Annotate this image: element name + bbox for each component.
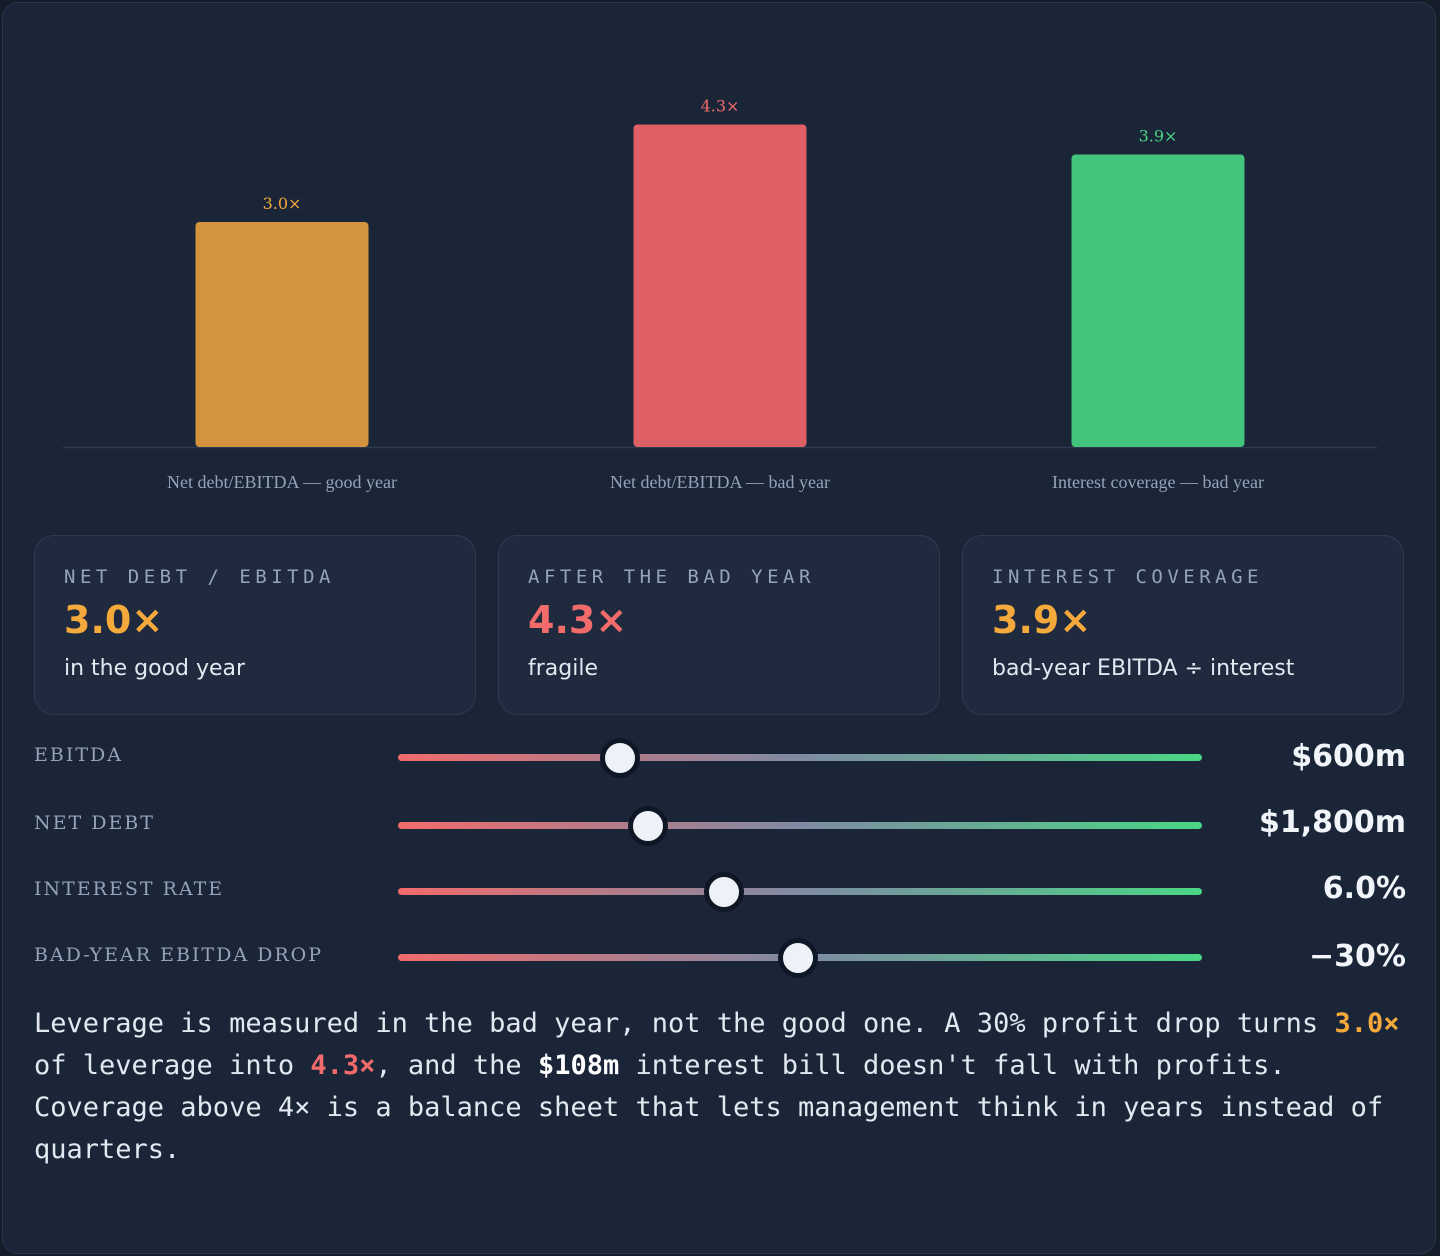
slider-value-interest-rate: 6.0% <box>1322 871 1406 906</box>
bar-value-label: 4.3× <box>701 97 740 116</box>
bar-2 <box>633 124 807 447</box>
note-text: of leverage into <box>34 1050 311 1081</box>
card-caption: NET DEBT / EBITDA <box>64 566 335 588</box>
card-caption: INTEREST COVERAGE <box>992 566 1263 588</box>
slider-handle-ebitda-drop[interactable] <box>778 937 819 978</box>
slider-value-ebitda: $600m <box>1291 739 1406 774</box>
slider-label-ebitda-drop: BAD-YEAR EBITDA DROP <box>34 944 323 966</box>
bar-value-label: 3.0× <box>263 194 302 213</box>
slider-track-interest-rate[interactable] <box>398 888 1202 895</box>
explanation-text: Leverage is measured in the bad year, no… <box>34 1003 1414 1171</box>
card-after-bad-year: AFTER THE BAD YEAR 4.3× fragile <box>498 535 940 715</box>
slider-track-ebitda[interactable] <box>398 754 1202 761</box>
bar-1 <box>195 222 369 447</box>
card-subtext: fragile <box>528 656 598 681</box>
card-subtext: in the good year <box>64 656 246 681</box>
slider-handle-interest-rate[interactable] <box>703 871 744 912</box>
category-label: Net debt/EBITDA — bad year <box>610 472 830 492</box>
slider-value-net-debt: $1,800m <box>1258 805 1406 840</box>
slider-handle-net-debt[interactable] <box>628 805 669 846</box>
card-interest-coverage: INTEREST COVERAGE 3.9× bad-year EBITDA ÷… <box>962 535 1404 715</box>
card-subtext: bad-year EBITDA ÷ interest <box>992 656 1295 681</box>
card-value: 4.3× <box>528 598 628 642</box>
note-text: , and the <box>375 1050 538 1081</box>
slider-label-net-debt: NET DEBT <box>34 812 155 834</box>
card-net-debt-ebitda: NET DEBT / EBITDA 3.0× in the good year <box>34 535 476 715</box>
note-good-leverage: 3.0× <box>1334 1008 1400 1039</box>
slider-label-ebitda: EBITDA <box>34 744 123 766</box>
card-value: 3.0× <box>64 598 164 642</box>
leverage-bar-chart: 3.0× Net debt/EBITDA — good year 4.3× Net d… <box>63 97 1377 492</box>
category-label: Net debt/EBITDA — good year <box>167 472 397 492</box>
slider-label-interest-rate: INTEREST RATE <box>34 878 225 900</box>
card-caption: AFTER THE BAD YEAR <box>528 566 815 588</box>
note-text: interest bill doesn't fall with profits.… <box>34 1050 1384 1165</box>
category-label: Interest coverage — bad year <box>1052 472 1264 492</box>
slider-value-ebitda-drop: −30% <box>1309 939 1406 974</box>
slider-track-net-debt[interactable] <box>398 822 1202 829</box>
note-text: Leverage is measured in the bad year, no… <box>34 1008 1335 1039</box>
note-bad-leverage: 4.3× <box>310 1050 376 1081</box>
bar-value-label: 3.9× <box>1139 127 1178 146</box>
slider-handle-ebitda[interactable] <box>599 737 640 778</box>
card-value: 3.9× <box>992 598 1092 642</box>
note-interest-bill: $108m <box>537 1050 620 1081</box>
bar-3 <box>1071 154 1245 447</box>
